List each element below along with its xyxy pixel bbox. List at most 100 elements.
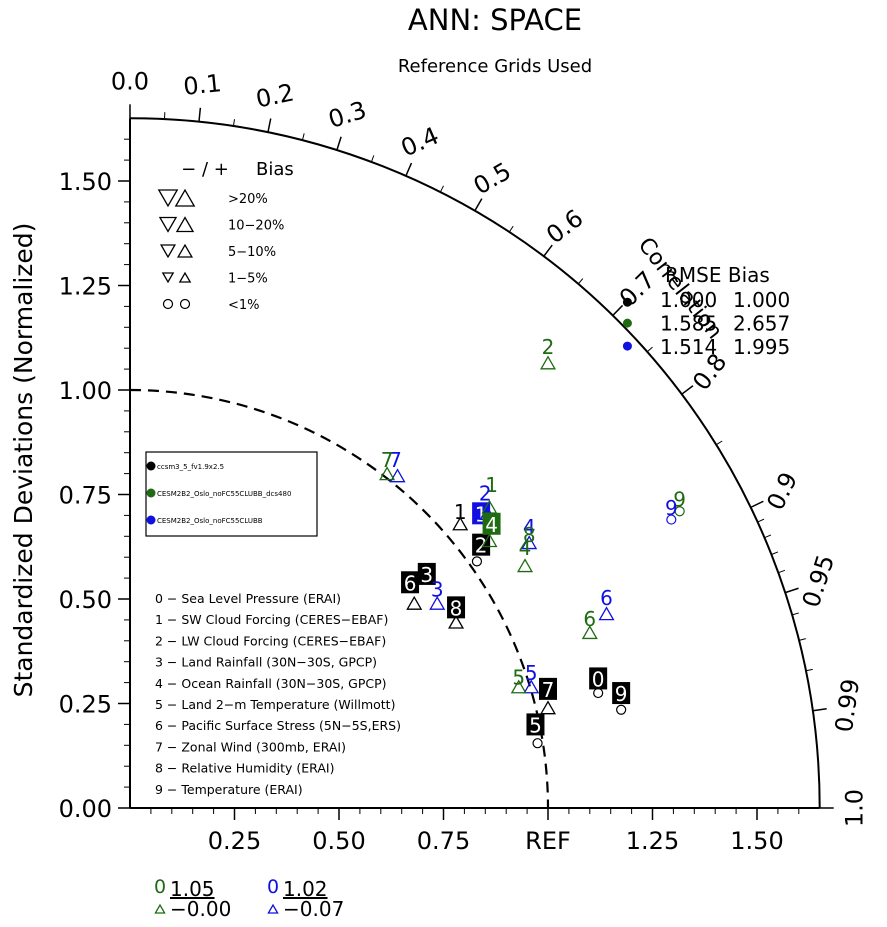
corr-minor-tick bbox=[440, 186, 443, 192]
case-legend-dot bbox=[147, 516, 156, 525]
x-tick-label: 0.25 bbox=[208, 827, 261, 855]
bias-legend-tri-down bbox=[159, 190, 177, 206]
point-label: 5 bbox=[529, 713, 542, 737]
corr-minor-tick bbox=[765, 535, 771, 538]
bias-legend-row-label: 5−10% bbox=[228, 245, 276, 260]
corr-minor-tick bbox=[792, 613, 799, 615]
x-tick-label: 0.50 bbox=[312, 827, 365, 855]
corr-tick-label: 0.1 bbox=[182, 69, 223, 101]
variable-list-item: 9 − Temperature (ERAI) bbox=[155, 782, 303, 797]
y-tick-label: 1.50 bbox=[59, 168, 112, 196]
bias-legend-tri-down bbox=[163, 273, 173, 282]
variable-list-item: 8 − Relative Humidity (ERAI) bbox=[155, 761, 334, 776]
bias-legend-row-label: 1−5% bbox=[228, 272, 268, 287]
corr-minor-tick bbox=[371, 155, 373, 162]
bottom-stat-bottom: −0.00 bbox=[170, 897, 231, 921]
point-marker-circle bbox=[617, 705, 626, 714]
variable-list-item: 7 − Zonal Wind (300mb, ERAI) bbox=[155, 739, 346, 754]
corr-tick bbox=[199, 108, 200, 122]
point-label: 7 bbox=[542, 678, 555, 702]
bias-value: 1.000 bbox=[733, 288, 790, 312]
corr-tick-label: 0.0 bbox=[111, 67, 149, 95]
corr-tick bbox=[785, 588, 798, 592]
point-label: 2 bbox=[542, 335, 555, 359]
corr-tick-label: 0.4 bbox=[397, 122, 443, 163]
y-tick-label: 1.00 bbox=[59, 377, 112, 405]
variable-list: 0 − Sea Level Pressure (ERAI) 1 − SW Clou… bbox=[155, 591, 401, 797]
corr-tick bbox=[475, 199, 482, 211]
corr-tick bbox=[813, 709, 827, 711]
bias-legend-tri-up bbox=[180, 273, 190, 282]
point-label: 4 bbox=[485, 513, 498, 537]
variable-list-item: 1 − SW Cloud Forcing (CERES−EBAF) bbox=[155, 612, 388, 627]
point-label: 6 bbox=[583, 607, 596, 631]
bottom-stat-bottom: −0.07 bbox=[283, 897, 344, 921]
case-legend-label: ccsm3_5_fv1.9x2.5 bbox=[157, 463, 224, 471]
x-tick-label: 1.50 bbox=[730, 827, 783, 855]
corr-minor-tick bbox=[778, 570, 785, 572]
y-tick-label: 0.75 bbox=[59, 482, 112, 510]
corr-minor-tick bbox=[509, 226, 513, 232]
corr-minor-tick bbox=[716, 441, 722, 445]
point-label: 6 bbox=[600, 586, 613, 610]
rmse-table-header: RMSE Bias bbox=[665, 263, 770, 287]
corr-tick bbox=[682, 386, 693, 394]
case-legend-label: CESM2B2_Oslo_noFC55CLUBB bbox=[157, 517, 263, 525]
bottom-stat-id: 0 bbox=[154, 876, 166, 898]
bias-legend-row-label: >20% bbox=[228, 192, 268, 207]
rmse-value: 1.585 bbox=[660, 312, 717, 336]
y-tick-label: 0.50 bbox=[59, 586, 112, 614]
bias-legend-row-label: 10−20% bbox=[228, 219, 284, 234]
point-label: 2 bbox=[479, 481, 492, 505]
chart-subtitle: Reference Grids Used bbox=[398, 56, 592, 77]
bias-legend-tri-up bbox=[176, 190, 194, 206]
chart-title: ANN: SPACE bbox=[408, 3, 582, 37]
point-marker-triangle bbox=[518, 560, 532, 572]
corr-tick bbox=[337, 137, 341, 150]
y-axis-label: Standardized Deviations (Normalized) bbox=[9, 223, 38, 698]
point-label: 5 bbox=[512, 665, 525, 689]
point-marker-triangle bbox=[541, 702, 555, 714]
bottom-stat-triangle bbox=[268, 905, 277, 913]
variable-list-item: 0 − Sea Level Pressure (ERAI) bbox=[155, 591, 341, 606]
case-legend-dot bbox=[147, 462, 156, 471]
corr-tick-label: 0.99 bbox=[830, 677, 865, 734]
case-legend-label: CESM2B2_Oslo_noFC55CLUBB_dcs480 bbox=[157, 490, 291, 498]
bottom-stat-id: 0 bbox=[267, 876, 279, 898]
point-marker-circle bbox=[533, 739, 542, 748]
corr-tick-label: 0.6 bbox=[541, 204, 588, 249]
point-marker-circle bbox=[472, 557, 481, 566]
bias-legend-circle bbox=[181, 300, 190, 309]
x-tick-label: REF bbox=[525, 827, 571, 855]
rmse-dot bbox=[623, 319, 632, 328]
point-label: 6 bbox=[404, 571, 417, 595]
y-tick-label: 0.00 bbox=[59, 795, 112, 823]
bias-legend-header-right: Bias bbox=[256, 159, 294, 180]
corr-minor-tick bbox=[578, 279, 583, 284]
y-tick-label: 1.25 bbox=[59, 273, 112, 301]
bottom-stat-triangle bbox=[155, 905, 164, 913]
point-label: 0 bbox=[592, 667, 605, 691]
bias-legend-header-left: − / + bbox=[181, 159, 229, 180]
rmse-value: 1.000 bbox=[660, 288, 717, 312]
x-tick-label: 1.25 bbox=[626, 827, 679, 855]
corr-tick bbox=[268, 119, 271, 133]
corr-minor-tick bbox=[758, 519, 764, 522]
corr-tick bbox=[406, 163, 412, 176]
corr-minor-tick bbox=[799, 639, 806, 641]
corr-tick bbox=[613, 305, 623, 315]
point-label: 3 bbox=[431, 578, 444, 602]
corr-minor-tick bbox=[302, 133, 304, 140]
corr-minor-tick bbox=[771, 552, 778, 555]
corr-tick-label: 0.95 bbox=[797, 551, 840, 611]
variable-list-item: 2 − LW Cloud Forcing (CERES−EBAF) bbox=[155, 633, 386, 648]
bias-legend: − / +Bias>20%10−20%5−10%1−5%<1% bbox=[159, 159, 294, 313]
y-tick-label: 0.25 bbox=[59, 691, 112, 719]
corr-tick-label: 0.5 bbox=[469, 157, 516, 200]
point-label: 9 bbox=[665, 496, 678, 520]
